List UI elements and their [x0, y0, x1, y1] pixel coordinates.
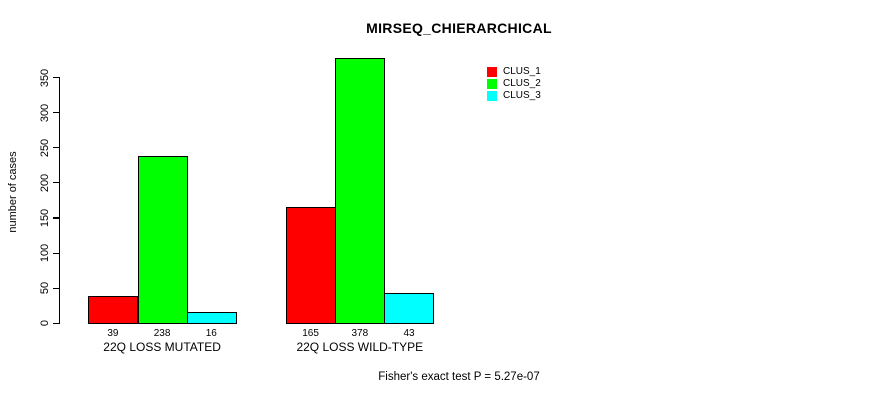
legend-item-clus_2: CLUS_2 — [487, 78, 541, 90]
legend-item-clus_3: CLUS_3 — [487, 90, 541, 102]
legend: CLUS_1 CLUS_2 CLUS_3 — [487, 66, 541, 102]
y-tick-mark — [52, 217, 59, 219]
chart-title: MIRSEQ_CHIERARCHICAL — [366, 20, 552, 36]
bar-clus_1-2 — [286, 207, 336, 325]
y-tick-mark — [52, 182, 59, 184]
y-axis-line — [58, 77, 60, 324]
y-tick-mark — [52, 322, 59, 324]
bar-value-label: 378 — [351, 327, 369, 339]
bar-clus_3-2 — [384, 293, 435, 325]
y-tick-label: 150 — [39, 208, 51, 228]
y-tick-mark — [52, 147, 59, 149]
y-tick-mark — [52, 112, 59, 114]
legend-swatch-icon — [487, 79, 497, 89]
bar-value-label: 39 — [107, 327, 119, 339]
bar-value-label: 43 — [403, 327, 415, 339]
y-tick-mark — [52, 287, 59, 289]
y-tick-label: 0 — [39, 320, 51, 327]
bar-value-label: 238 — [153, 327, 171, 339]
category-label-2: 22Q LOSS WILD-TYPE — [296, 340, 424, 354]
legend-swatch-icon — [487, 67, 497, 77]
bar-clus_1-1 — [88, 295, 139, 325]
y-axis-title: number of cases — [7, 151, 19, 233]
y-tick-label: 100 — [39, 243, 51, 263]
legend-label: CLUS_3 — [503, 90, 541, 101]
fisher-test-annotation: Fisher's exact test P = 5.27e-07 — [378, 371, 540, 383]
legend-label: CLUS_2 — [503, 78, 541, 89]
legend-swatch-icon — [487, 91, 497, 101]
y-tick-label: 300 — [39, 103, 51, 122]
bar-value-label: 16 — [205, 327, 217, 339]
category-label-1: 22Q LOSS MUTATED — [103, 340, 221, 354]
y-tick-label: 200 — [39, 173, 51, 193]
y-tick-label: 50 — [39, 282, 51, 295]
bar-clus_2-1 — [137, 156, 188, 325]
bar-clus_3-1 — [186, 312, 237, 325]
y-tick-label: 350 — [39, 68, 51, 87]
y-tick-label: 250 — [39, 138, 51, 157]
legend-item-clus_1: CLUS_1 — [487, 66, 541, 78]
legend-label: CLUS_1 — [503, 66, 541, 77]
y-tick-mark — [52, 252, 59, 254]
bar-clus_2-2 — [335, 57, 386, 325]
bar-value-label: 165 — [302, 327, 319, 339]
y-tick-mark — [52, 77, 59, 79]
